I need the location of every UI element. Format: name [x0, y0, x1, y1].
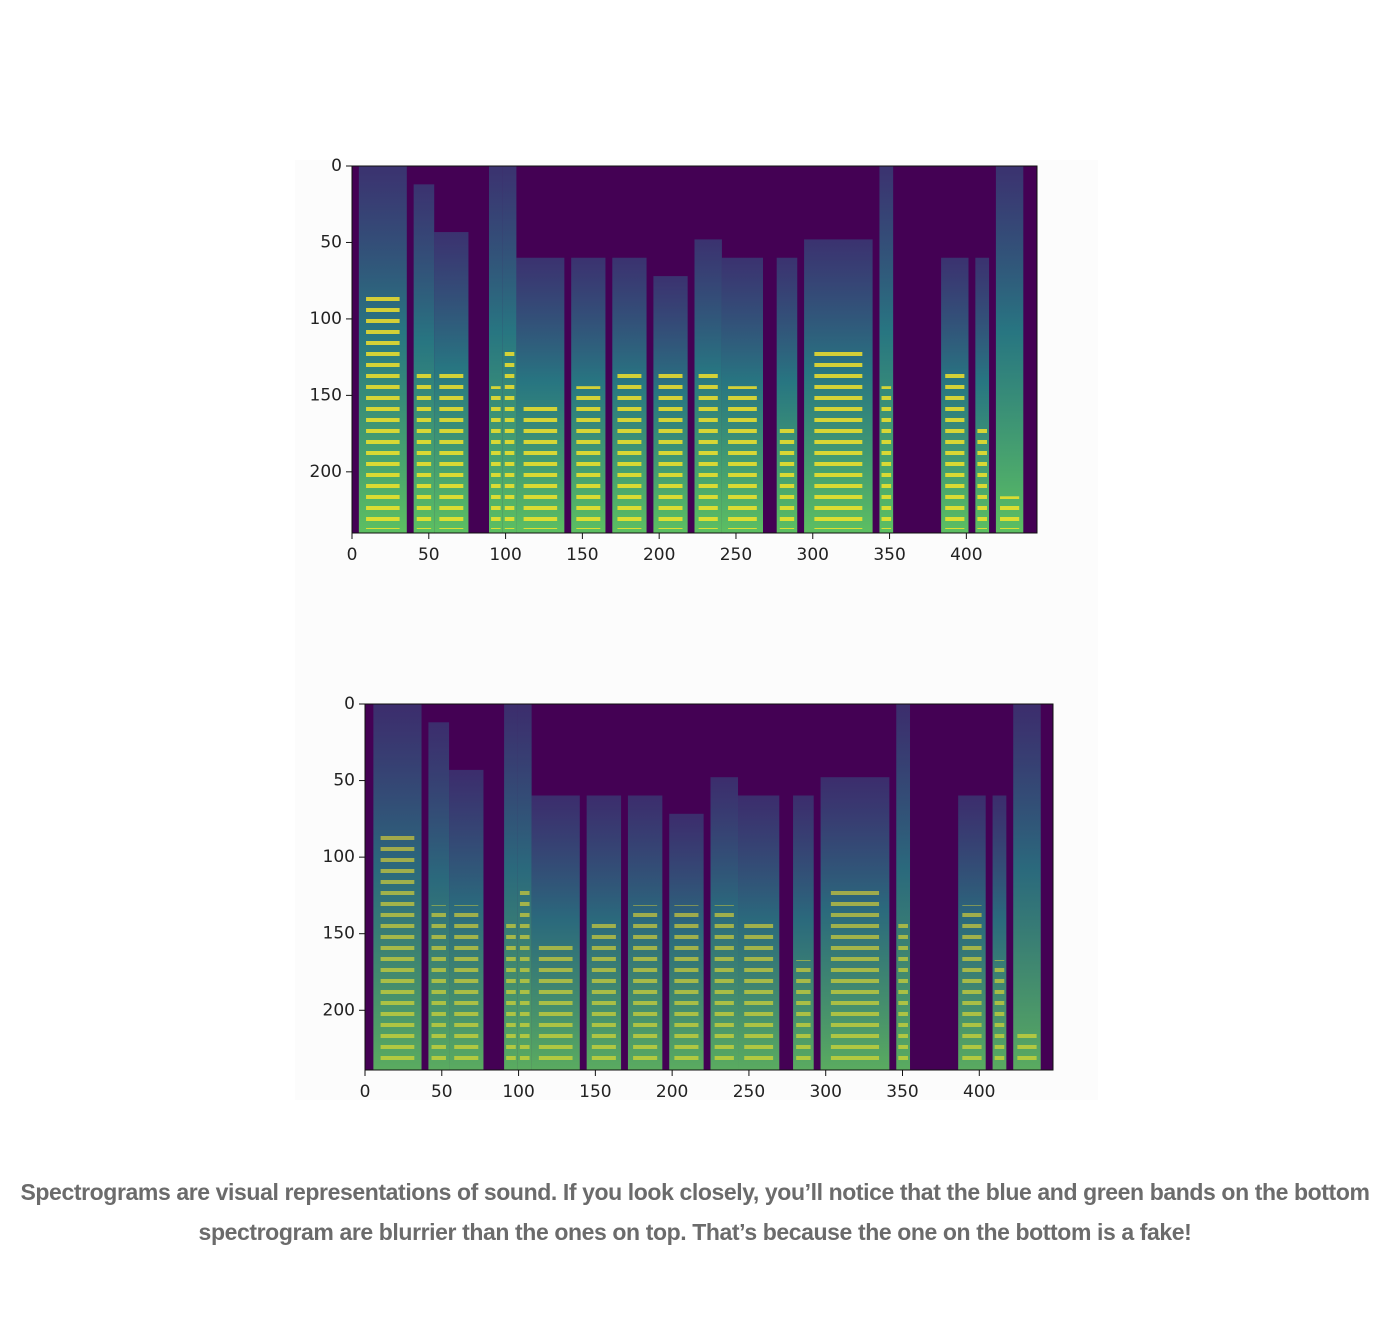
spectrogram-harmonics [881, 386, 892, 529]
spectrogram-harmonics [1000, 496, 1020, 529]
spectrogram-harmonics [714, 905, 734, 1066]
x-tick-label: 350 [873, 545, 905, 565]
x-tick-label: 250 [733, 1082, 765, 1102]
spectrogram-harmonics [962, 905, 982, 1066]
spectrogram [351, 165, 1038, 534]
x-tick-label: 150 [566, 545, 598, 565]
axes-frame [364, 703, 1054, 1071]
y-tick-label: 50 [333, 771, 355, 791]
spectrogram-harmonics [698, 367, 718, 529]
spectrogram-harmonics [380, 832, 415, 1066]
spectrogram-harmonics [796, 960, 811, 1066]
spectrogram-harmonics [830, 887, 880, 1066]
spectrogram-harmonics [658, 367, 683, 529]
spectrogram-harmonics [576, 386, 601, 529]
x-tick-label: 100 [489, 545, 521, 565]
spectrogram-harmonics [779, 422, 795, 529]
spectrogram-harmonics [538, 941, 573, 1066]
spectrogram-harmonics [416, 367, 432, 529]
spectrogram-harmonics [728, 386, 757, 529]
x-tick-label: 200 [643, 545, 675, 565]
x-tick-label: 200 [656, 1082, 688, 1102]
spectrogram-harmonics [994, 960, 1005, 1066]
x-tick-label: 50 [431, 1082, 453, 1102]
spectrogram-harmonics [454, 905, 479, 1066]
x-tick-label: 300 [809, 1082, 841, 1102]
x-tick-label: 350 [886, 1082, 918, 1102]
x-tick-label: 0 [347, 545, 358, 565]
y-tick-label: 100 [323, 847, 355, 867]
spectrogram-harmonics [674, 905, 699, 1066]
x-tick-label: 400 [963, 1082, 995, 1102]
spectrogram-harmonics [439, 367, 464, 529]
spectrogram-harmonics [898, 923, 908, 1066]
x-tick-label: 250 [720, 545, 752, 565]
spectrogram-harmonics [491, 386, 501, 529]
y-tick-label: 200 [323, 1000, 355, 1020]
spectrogram-harmonics [523, 404, 558, 529]
spectrogram-harmonics [506, 923, 516, 1066]
y-tick-label: 150 [323, 924, 355, 944]
y-tick-label: 0 [344, 694, 355, 714]
y-tick-label: 200 [310, 462, 342, 482]
spectrogram-harmonics [744, 923, 774, 1066]
spectrogram-harmonics [633, 905, 658, 1066]
spectrogram-harmonics [617, 367, 642, 529]
spectrogram-harmonics [1017, 1033, 1037, 1066]
y-tick-label: 100 [310, 309, 342, 329]
x-tick-label: 300 [797, 545, 829, 565]
caption: Spectrograms are visual representations … [20, 1179, 1370, 1245]
spectrogram [364, 703, 1054, 1071]
y-tick-label: 50 [320, 232, 342, 252]
spectrogram-band [995, 166, 1024, 533]
spectrogram-harmonics [814, 349, 863, 529]
x-tick-label: 0 [360, 1082, 371, 1102]
spectrogram-harmonics [431, 905, 446, 1066]
spectrogram-harmonics [945, 367, 965, 529]
x-tick-label: 150 [579, 1082, 611, 1102]
axes-frame [351, 165, 1038, 534]
spectrogram-harmonics [977, 422, 987, 529]
spectrogram-harmonics [504, 349, 515, 529]
y-tick-label: 150 [310, 385, 342, 405]
x-tick-label: 400 [950, 545, 982, 565]
x-tick-label: 100 [502, 1082, 534, 1102]
spectrogram-harmonics [591, 923, 616, 1066]
x-tick-label: 50 [418, 545, 440, 565]
y-tick-label: 0 [331, 156, 342, 176]
spectrogram-harmonics [366, 294, 400, 529]
figures: 0 50 100 150 200 250 300 350 400 0 50 100 150 200 0 50 1… [309, 156, 1054, 1102]
spectrogram-band [1013, 704, 1041, 1070]
spectrogram-harmonics [519, 887, 530, 1066]
